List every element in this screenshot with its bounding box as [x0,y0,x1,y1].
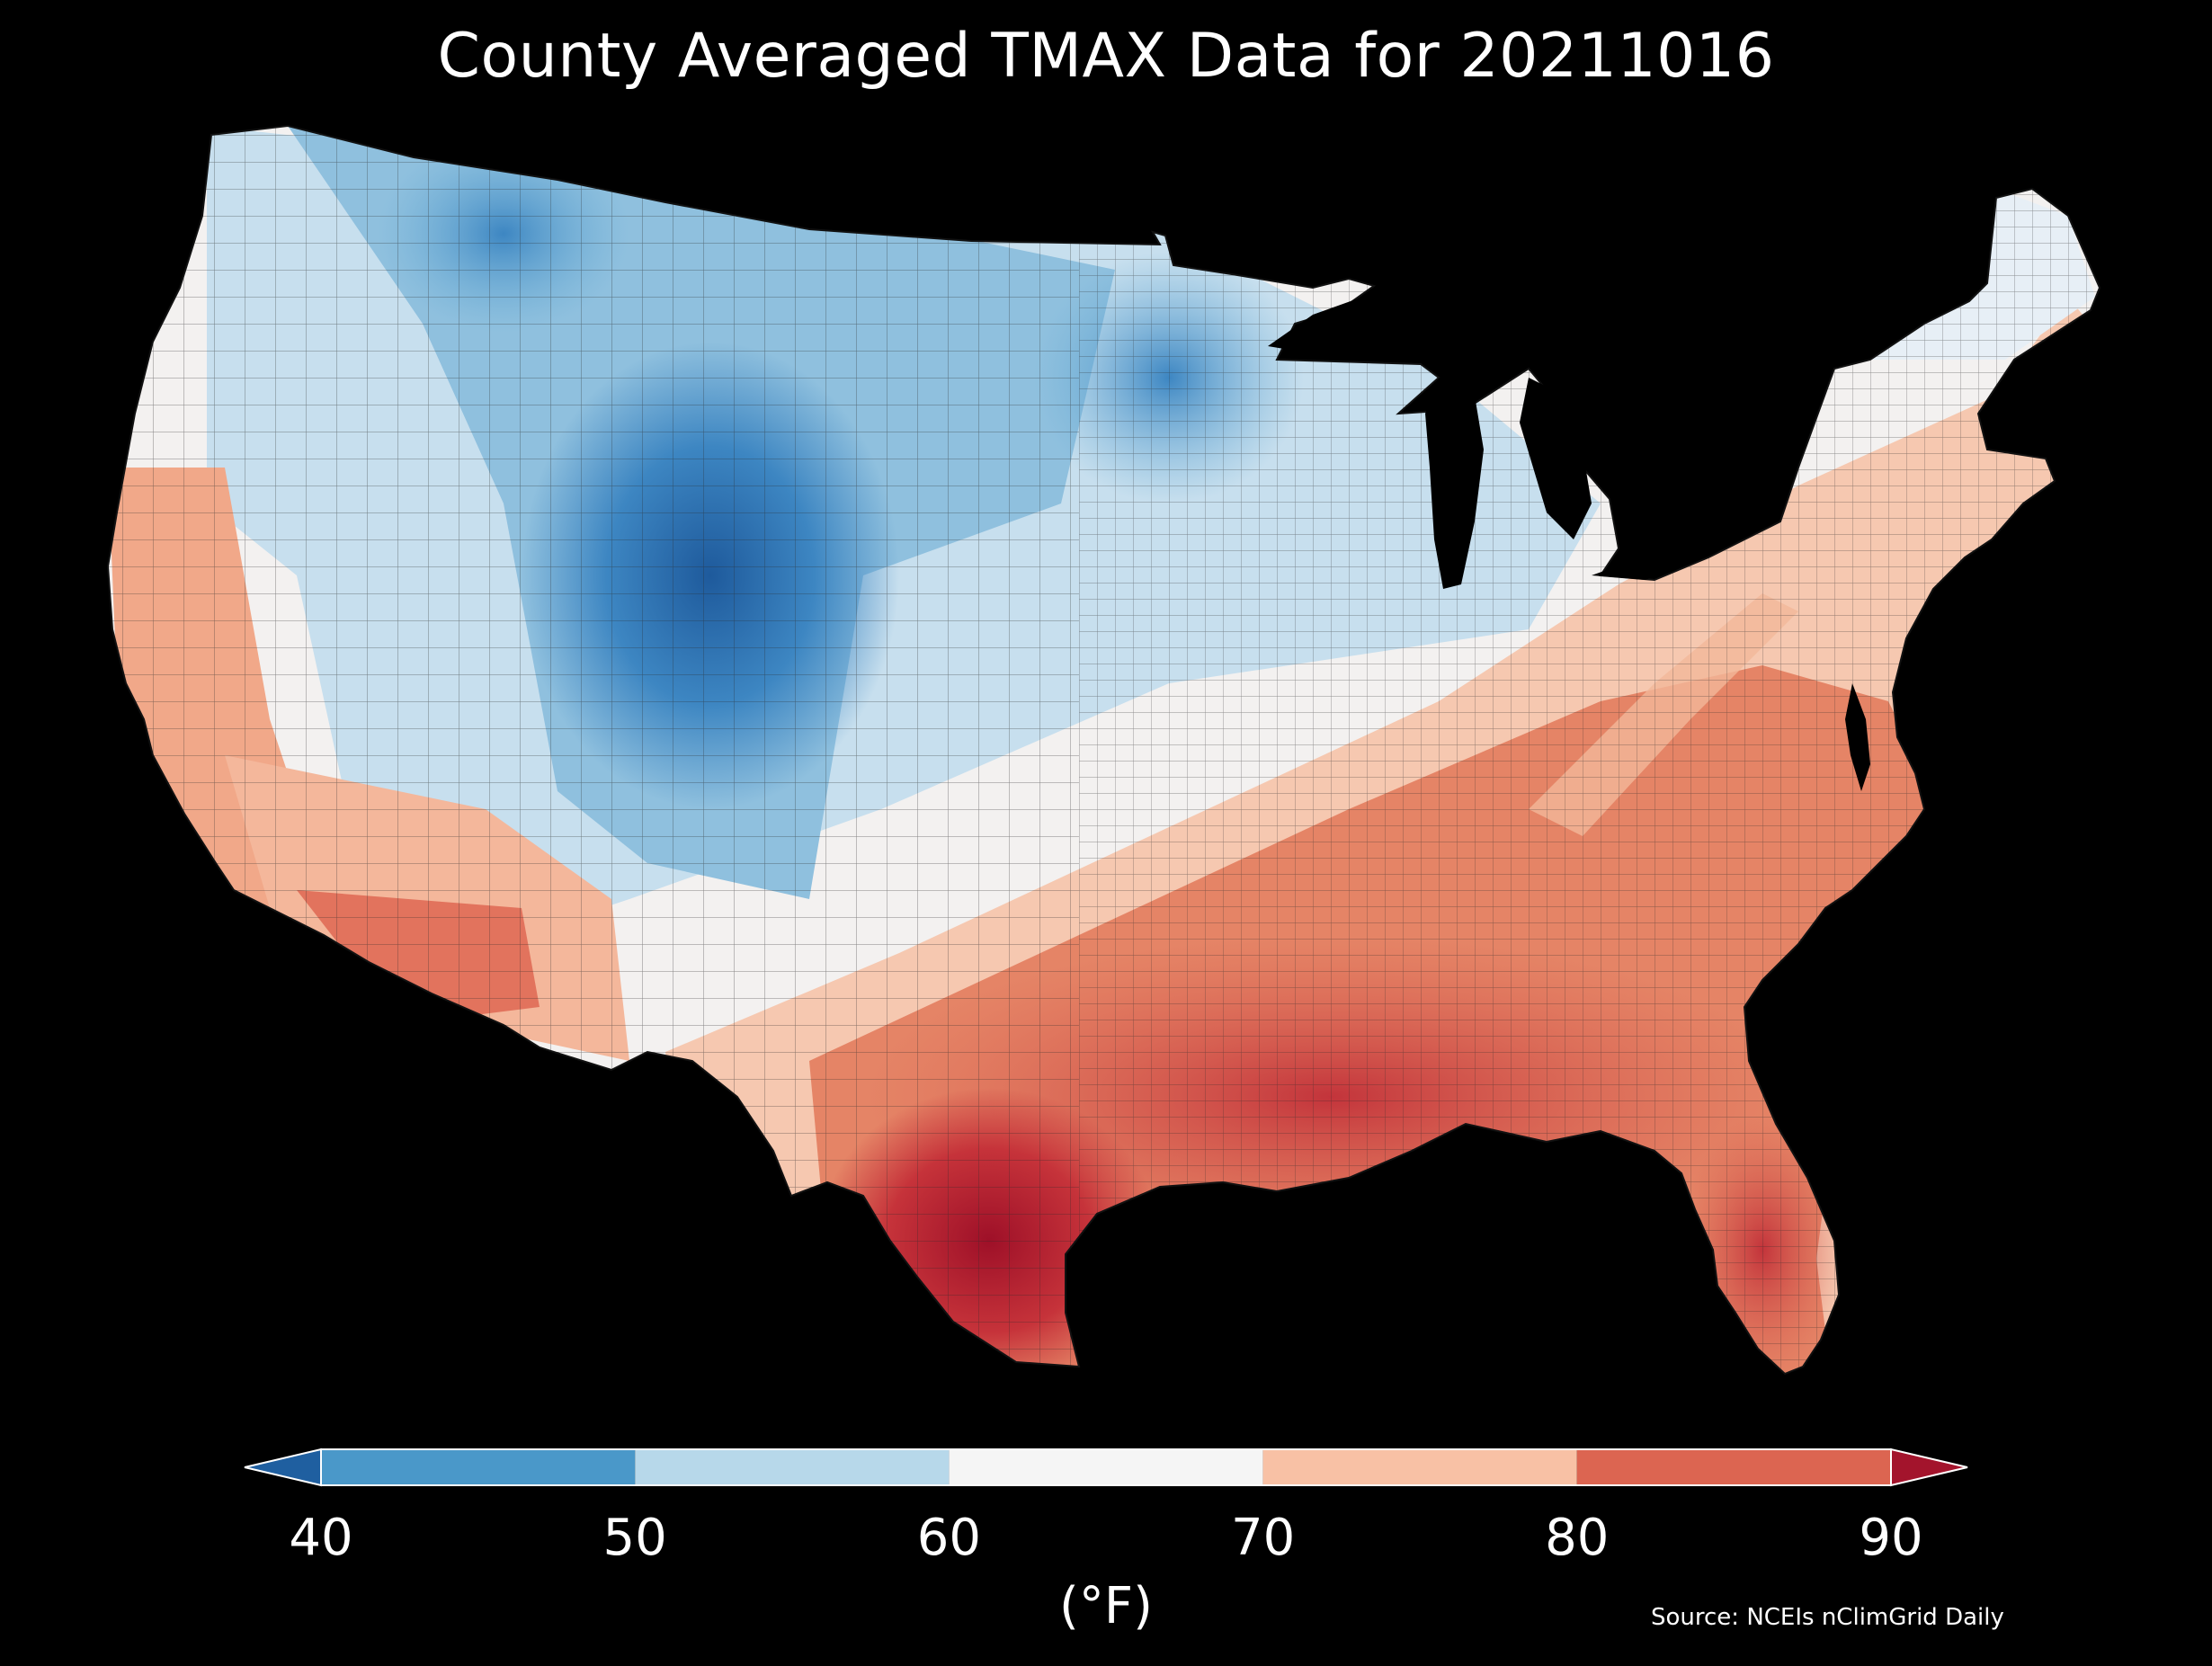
colorbar-bin-60-70 [949,1449,1263,1485]
colorbar-outline [320,1448,1892,1486]
lake-huron [1520,378,1592,539]
chesapeake-bay [1845,683,1870,791]
colorbar-bin-80-90 [1576,1449,1891,1485]
colorbar-tick-label: 90 [1859,1509,1923,1567]
lake-erie [1592,539,1708,580]
source-credit: Source: NCEIs nClimGrid Daily [1651,1604,2004,1631]
colorbar-tick-label: 80 [1545,1509,1610,1567]
colorbar-tick-label: 70 [1230,1509,1296,1567]
colorbar-min-extend [244,1448,322,1487]
colorbar-tick-label: 60 [916,1509,982,1567]
colorbar-bin-70-80 [1262,1449,1577,1485]
colorbar-tick-label: 40 [289,1509,353,1567]
lake-superior [1268,283,1403,351]
colorbar-max-extend [1890,1448,1968,1487]
colorbar-tick-label: 50 [602,1509,667,1567]
us-outline [106,124,2101,1376]
colorbar-bin-50-60 [635,1449,950,1485]
lake-michigan [1425,378,1484,589]
colorbar-bin-40-50 [321,1449,636,1485]
map-title: County Averaged TMAX Data for 20211016 [437,21,1775,92]
colorbar-unit-label: (°F) [1059,1577,1153,1635]
